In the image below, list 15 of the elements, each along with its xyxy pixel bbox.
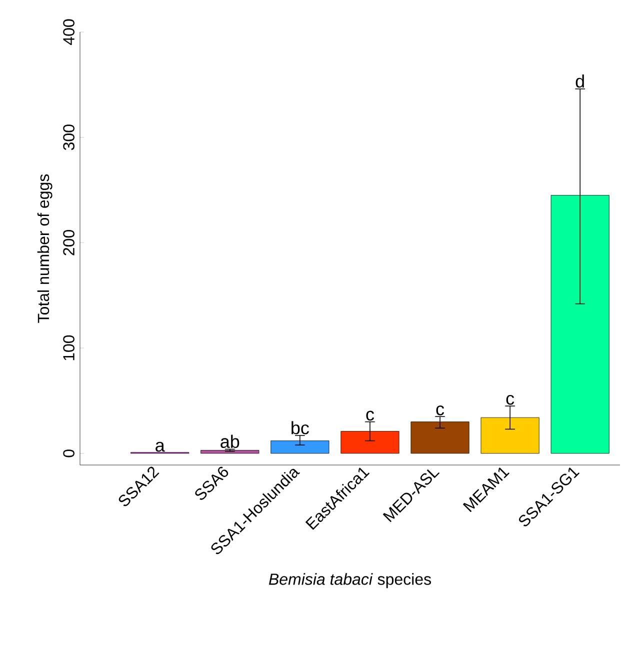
y-tick-label: 300 (63, 124, 74, 150)
annotation: a (156, 442, 165, 452)
y-tick-label: 400 (63, 19, 74, 45)
x-axis-title: Bemisia tabaci species (268, 573, 431, 588)
annotation: ab (220, 434, 240, 448)
y-tick-label: 100 (63, 335, 74, 360)
y-tick-label: 200 (63, 230, 74, 256)
y-axis-title: Total number of eggs (37, 174, 52, 323)
annotation: d (576, 74, 584, 88)
annotation: c (436, 405, 444, 416)
annotation: bc (292, 421, 309, 434)
bar (200, 450, 260, 454)
annotation: c (506, 394, 514, 405)
annotation: c (366, 410, 374, 421)
y-tick-label: 0 (63, 450, 74, 458)
